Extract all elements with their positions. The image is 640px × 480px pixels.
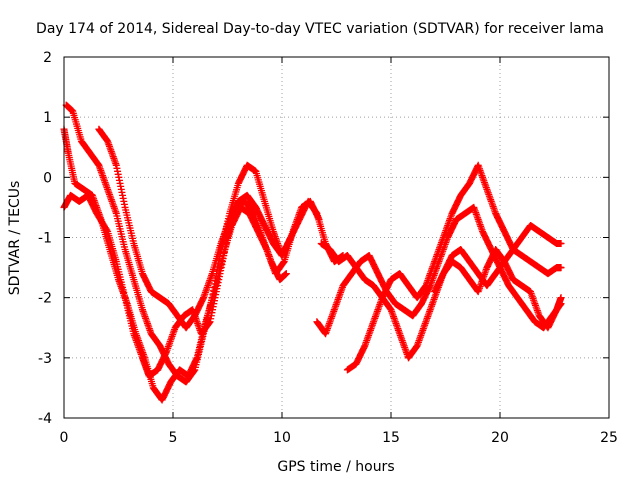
y-axis-label: SDTVAR / TECUs <box>7 181 23 296</box>
y-tick-label: -4 <box>38 411 52 427</box>
y-tick-label: -2 <box>38 291 52 307</box>
x-tick-label: 25 <box>600 430 618 446</box>
tick-labels: 0 5 10 15 20 25 -4 -3 -2 -1 0 1 2 <box>38 50 618 446</box>
data-series <box>313 203 565 338</box>
x-tick-label: 5 <box>169 430 178 446</box>
y-tick-label: 1 <box>43 110 52 126</box>
y-tick-label: 2 <box>43 50 52 66</box>
x-tick-label: 20 <box>491 430 509 446</box>
y-tick-label: -3 <box>38 351 52 367</box>
x-tick-label: 0 <box>60 430 69 446</box>
data-series <box>95 125 347 332</box>
data-point <box>282 270 290 278</box>
x-tick-label: 15 <box>382 430 400 446</box>
chart-title: Day 174 of 2014, Sidereal Day-to-day VTE… <box>36 21 604 37</box>
data-point <box>557 264 565 272</box>
data-point <box>557 294 565 302</box>
y-tick-label: 0 <box>43 170 52 186</box>
data-marks <box>60 101 565 404</box>
x-axis-label: GPS time / hours <box>277 459 394 475</box>
x-tick-label: 10 <box>273 430 291 446</box>
axis-ticks <box>63 56 610 419</box>
data-series <box>343 161 565 374</box>
y-tick-label: -1 <box>38 231 52 247</box>
data-series <box>431 246 565 332</box>
data-series <box>62 101 295 386</box>
data-point <box>557 240 565 248</box>
